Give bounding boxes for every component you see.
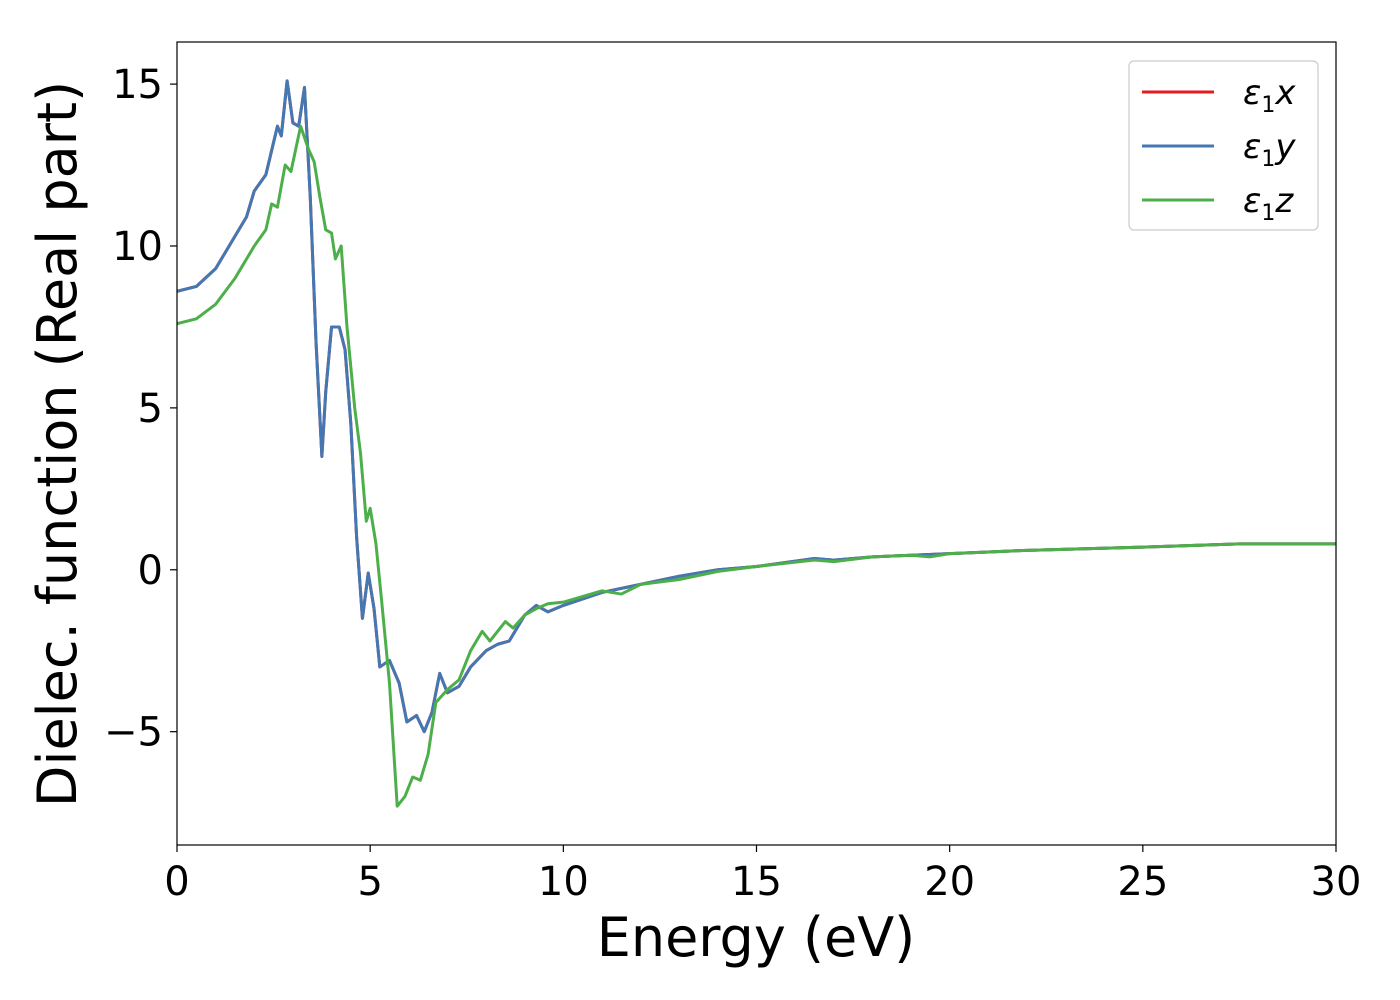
x-tick-label: 25: [1117, 859, 1168, 905]
series-line-z: [177, 124, 1336, 808]
x-tick-label: 0: [164, 859, 189, 905]
legend-label-x: ε1x: [1243, 73, 1296, 118]
y-tick-label: 0: [138, 548, 163, 594]
y-axis-title: Dielec. function (Real part): [26, 81, 89, 807]
legend: ε1x ε1y ε1z: [1128, 60, 1319, 231]
y-tick-label: 10: [112, 224, 163, 270]
y-axis: −5 0 5 10 15: [104, 62, 177, 756]
x-tick-label: 20: [924, 859, 975, 905]
legend-label-y: ε1y: [1243, 127, 1296, 172]
legend-label-z: ε1z: [1243, 181, 1294, 226]
y-tick-label: 5: [138, 386, 163, 432]
legend-frame: [1128, 60, 1319, 231]
x-tick-label: 10: [538, 859, 589, 905]
x-axis-title: Energy (eV): [597, 906, 916, 969]
x-tick-label: 30: [1311, 859, 1362, 905]
x-tick-label: 15: [731, 859, 782, 905]
x-axis: 0 5 10 15 20 25 30: [164, 845, 1361, 905]
series-layer: [177, 79, 1336, 808]
x-tick-label: 5: [357, 859, 382, 905]
legend-items: ε1x ε1y ε1z: [1142, 73, 1296, 226]
y-tick-label: −5: [104, 710, 163, 756]
y-tick-label: 15: [112, 62, 163, 108]
